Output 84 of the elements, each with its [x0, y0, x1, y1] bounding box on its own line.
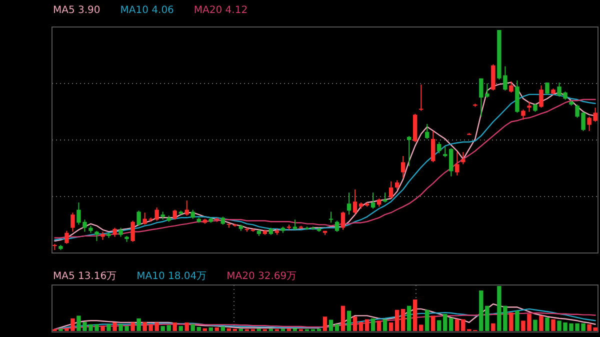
candlestick	[190, 209, 195, 220]
text: MA5 13.16万	[53, 271, 117, 282]
candlestick	[346, 192, 352, 216]
candlestick	[431, 130, 436, 163]
text: MA20 4.12	[194, 5, 248, 16]
text: MA20 32.69万	[226, 271, 297, 282]
bar	[172, 322, 177, 331]
bar	[112, 322, 117, 331]
bar	[449, 318, 454, 331]
candlestick	[400, 156, 406, 179]
candlestick	[394, 180, 400, 190]
candlestick	[370, 192, 376, 210]
candlestick	[539, 84, 544, 108]
candlestick	[425, 123, 430, 140]
candlestick	[388, 180, 394, 200]
candlestick	[172, 209, 177, 220]
bar	[455, 319, 460, 331]
bar	[406, 306, 412, 331]
bar	[358, 322, 364, 331]
candlestick	[527, 101, 532, 112]
candlestick	[136, 210, 141, 226]
bar	[419, 324, 424, 331]
bar	[136, 318, 141, 331]
bar	[214, 327, 219, 331]
candlestick	[455, 152, 460, 176]
text: MA10 18.04万	[136, 271, 207, 282]
candlestick	[340, 211, 346, 230]
candlestick	[94, 230, 99, 242]
bar	[190, 324, 195, 331]
candlestick	[328, 211, 334, 224]
bar	[545, 318, 550, 331]
bar	[346, 310, 352, 331]
bar	[334, 324, 340, 331]
candlestick	[443, 146, 448, 158]
bar	[437, 320, 442, 331]
bar	[364, 319, 370, 331]
candlestick	[184, 200, 189, 216]
bar	[220, 326, 225, 331]
candlestick	[112, 227, 117, 238]
candlestick	[382, 192, 388, 203]
bar	[443, 314, 448, 331]
bar	[394, 310, 400, 331]
bar	[328, 320, 334, 331]
bar	[208, 327, 213, 331]
bar	[431, 316, 436, 331]
candlestick	[509, 80, 514, 93]
bar	[178, 326, 183, 331]
bar	[539, 316, 544, 331]
bar	[376, 320, 382, 331]
bar	[370, 318, 376, 331]
bar	[196, 326, 201, 331]
bar	[509, 312, 514, 331]
bar	[352, 316, 358, 331]
candlestick	[292, 219, 298, 230]
bar	[533, 320, 538, 331]
candlestick	[545, 82, 550, 96]
bar	[100, 326, 105, 331]
candlestick	[118, 227, 123, 238]
candlestick	[130, 220, 135, 242]
bar	[184, 322, 189, 331]
bar	[551, 319, 556, 331]
text: MA5 3.90	[53, 5, 100, 16]
candlestick	[437, 141, 442, 154]
bar	[106, 324, 111, 331]
candlestick	[521, 109, 526, 120]
bar	[382, 319, 388, 331]
candlestick	[461, 152, 466, 165]
bar	[400, 308, 406, 331]
candlestick	[449, 148, 454, 177]
bar	[322, 316, 328, 331]
candlestick	[419, 84, 424, 112]
candlestick	[406, 136, 412, 167]
candlestick	[334, 220, 340, 232]
bar	[130, 322, 135, 331]
candlestick	[352, 189, 358, 216]
bar	[412, 300, 418, 331]
bar	[425, 310, 430, 331]
text: MA10 4.06	[120, 5, 174, 16]
bar	[515, 310, 520, 331]
candlestick	[70, 212, 75, 232]
bar	[388, 322, 394, 331]
bar	[491, 323, 496, 331]
bar	[340, 306, 346, 331]
candlestick	[64, 230, 69, 244]
